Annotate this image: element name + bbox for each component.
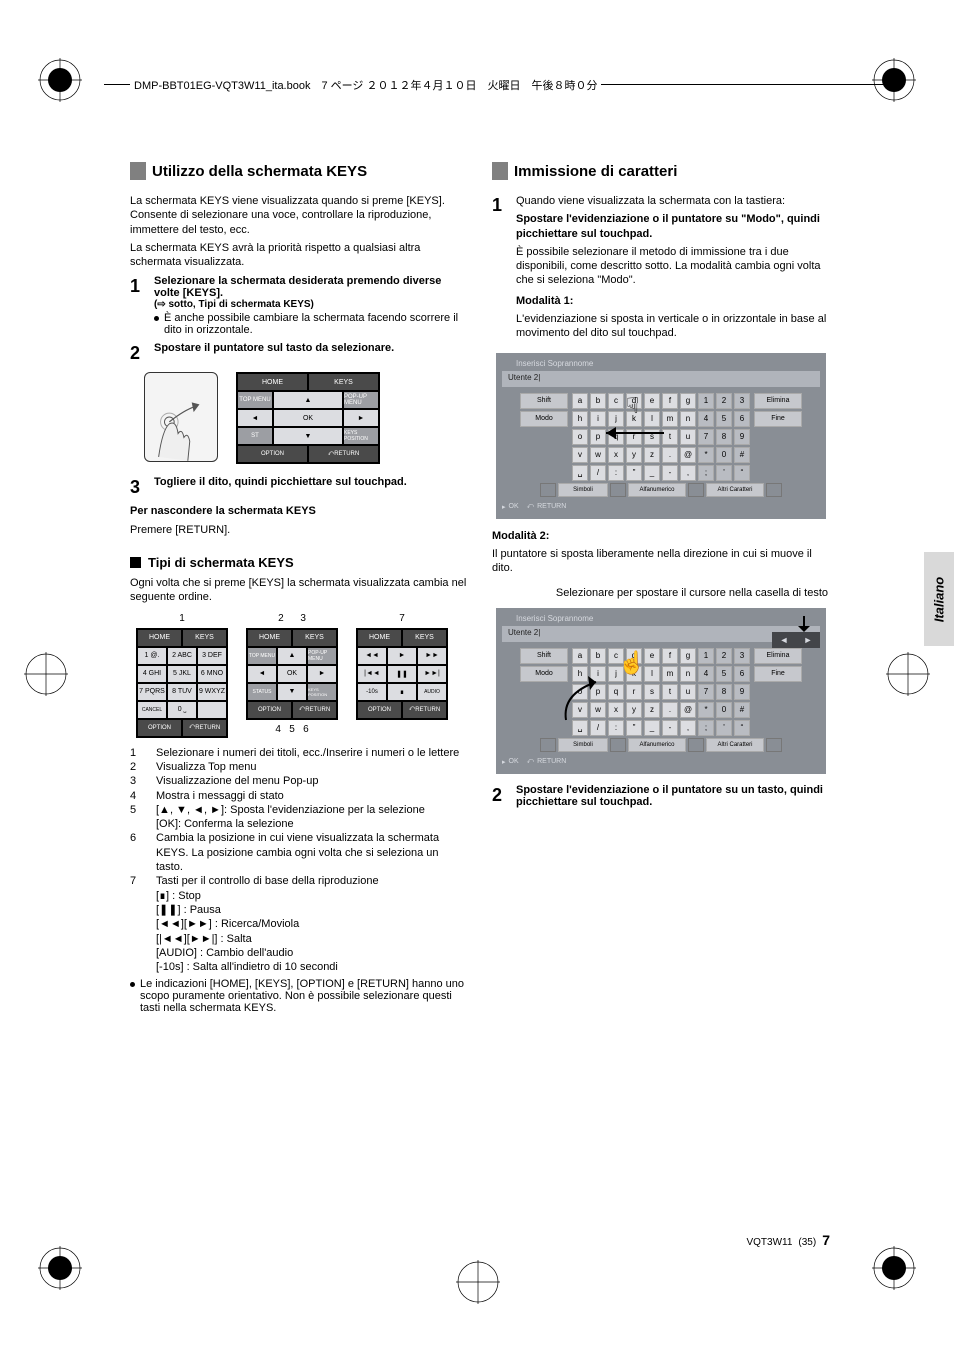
arrow-icon [594,409,674,439]
left-intro-2: La schermata KEYS avrà la priorità rispe… [130,241,468,270]
cross-mark-bottom [456,1260,500,1304]
curve-arrow-icon [558,676,618,726]
language-tab: Italiano [924,552,954,646]
hide-text: Premere [RETURN]. [130,523,468,537]
touchpad-figure: HOMEKEYS TOP MENU ▲ POP-UP MENU ◄ OK ► S… [144,372,468,464]
select-text: Selezionare per spostare il cursore nell… [492,586,830,600]
hide-title: Per nascondere la schermata KEYS [130,505,316,517]
reg-mark-tl [38,58,82,102]
left-final-bullet: Le indicazioni [HOME], [KEYS], [OPTION] … [130,978,468,1014]
left-intro-1: La schermata KEYS viene visualizzata qua… [130,194,468,237]
left-step-2: 2 Spostare il puntatore sul tasto da sel… [130,342,468,362]
footer: VQT3W11 (35) 7 [130,1232,830,1248]
right-step-1: 1 Quando viene visualizzata la schermata… [492,194,830,345]
keyboard-figure-2: Inserisci Soprannome Utente 2| ◄► Shift … [496,608,826,774]
reg-mark-tr [872,58,916,102]
cross-mark-right [886,652,930,696]
right-step-2: 2 Spostare l'evidenziazione o il puntato… [492,784,830,808]
types-intro: Ogni volta che si preme [KEYS] la scherm… [130,576,468,605]
left-heading: Utilizzo della schermata KEYS [130,162,468,180]
down-arrow-icon [796,616,812,634]
nav-menu-figure: HOMEKEYS TOP MENU ▲ POP-UP MENU ◄ OK ► S… [236,372,380,464]
left-step-3: 3 Togliere il dito, quindi picchiettare … [130,476,468,496]
types-subheading: Tipi di schermata KEYS [130,555,468,570]
mode2-text: Il puntatore si sposta liberamente nella… [492,547,830,576]
mode2-title: Modalità 2: [492,529,830,543]
types-list: 1Selezionare i numeri dei titoli, ecc./I… [130,746,468,975]
right-column: Immissione di caratteri 1 Quando viene v… [492,162,830,1014]
header-filename: DMP-BBT01EG-VQT3W11_ita.book 7 ページ ２０１２年… [130,77,601,93]
keyboard-figure-1: Inserisci Soprannome Utente 2| Shift Mod… [496,353,826,519]
right-heading: Immissione di caratteri [492,162,830,180]
reg-mark-bl [38,1246,82,1290]
touchpad-icon [144,372,218,462]
cross-mark-left [24,652,68,696]
reg-mark-br [872,1246,916,1290]
keys-types-figure: 1 HOMEKEYS 1 @.2 ABC3 DEF 4 GHI5 JKL6 MN… [136,613,468,738]
left-column: Utilizzo della schermata KEYS La scherma… [130,162,468,1014]
cursor-arrows-icon: ◄► [772,632,820,648]
left-step-1: 1 Selezionare la schermata desiderata pr… [130,275,468,336]
